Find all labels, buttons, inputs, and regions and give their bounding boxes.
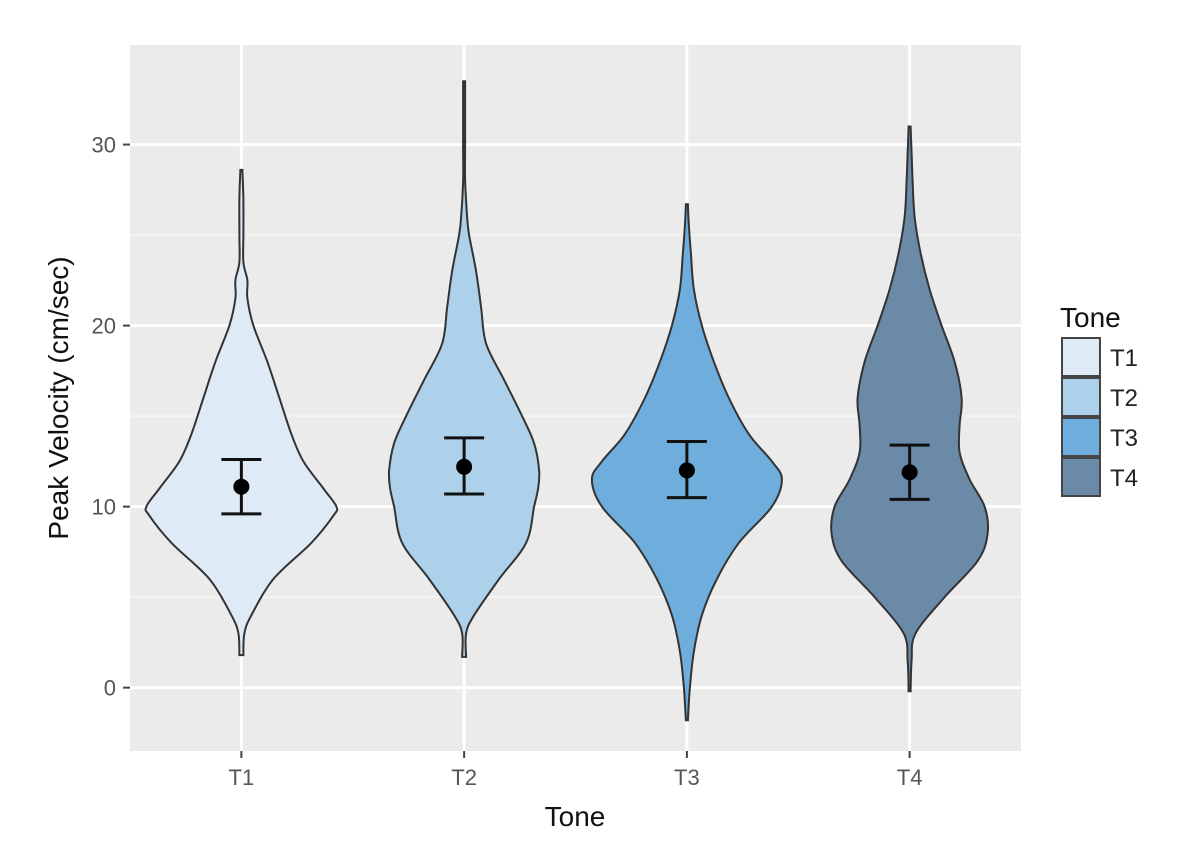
y-axis-label: Peak Velocity (cm/sec): [43, 256, 74, 539]
legend-key-t1: [1061, 337, 1101, 377]
x-axis: T1 T2 T3 T4: [229, 751, 923, 790]
error-bars: [221, 436, 930, 516]
legend-label-t4: T4: [1110, 465, 1138, 492]
violin-t4: [830, 125, 990, 693]
legend-label-t2: T2: [1110, 385, 1138, 412]
x-axis-label: Tone: [545, 801, 606, 832]
mean-point-t4: [901, 464, 918, 481]
y-tick-label: 10: [92, 495, 116, 520]
y-tick-label: 0: [104, 676, 116, 701]
legend-label-t3: T3: [1110, 425, 1138, 452]
y-tick-label: 30: [92, 133, 116, 158]
legend-key-t2: [1061, 377, 1101, 417]
mean-point-t1: [233, 478, 250, 495]
y-axis: 0 10 20 30: [92, 133, 130, 701]
legend-key-t3: [1061, 417, 1101, 457]
mean-point-t2: [456, 458, 473, 475]
mean-point-t3: [678, 462, 695, 479]
violin-t1: [144, 168, 339, 657]
legend-title: Tone: [1060, 302, 1121, 333]
legend-label-t1: T1: [1110, 345, 1138, 372]
y-tick-label: 20: [92, 314, 116, 339]
x-tick-label: T1: [229, 765, 255, 790]
x-tick-label: T4: [897, 765, 923, 790]
x-tick-label: T3: [674, 765, 700, 790]
x-tick-label: T2: [451, 765, 477, 790]
violin-t2: [387, 80, 541, 658]
legend-key-t4: [1061, 457, 1101, 497]
legend: Tone T1 T2 T3 T4: [1060, 302, 1138, 497]
